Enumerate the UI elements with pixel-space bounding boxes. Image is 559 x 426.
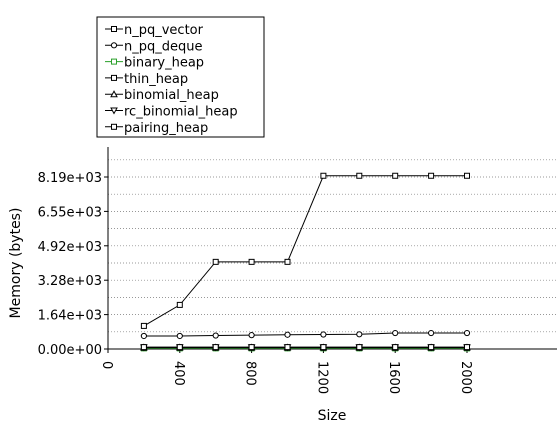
data-point xyxy=(176,344,183,351)
data-point xyxy=(212,332,219,339)
data-point xyxy=(110,107,118,115)
y-tick-label: 1.64e+03 xyxy=(38,309,102,324)
y-tick-label: 3.28e+03 xyxy=(38,274,102,289)
data-point xyxy=(463,329,471,337)
data-point xyxy=(464,172,470,179)
data-point xyxy=(212,344,219,351)
legend-item: pairing_heap xyxy=(105,121,208,136)
data-point xyxy=(284,344,291,351)
legend-item: binary_heap xyxy=(105,56,204,71)
series-line xyxy=(143,175,467,327)
data-point xyxy=(356,331,363,338)
data-point xyxy=(110,42,118,49)
legend-label: n_pq_deque xyxy=(124,39,202,54)
legend-item: binomial_heap xyxy=(105,88,219,103)
x-tick-label: 400 xyxy=(171,361,186,386)
data-point xyxy=(248,258,255,265)
legend-label: binary_heap xyxy=(124,56,204,71)
data-point xyxy=(176,301,183,308)
legend-item: thin_heap xyxy=(105,72,188,87)
data-point xyxy=(111,58,117,65)
axes xyxy=(107,147,557,350)
data-point xyxy=(392,344,399,351)
data-point xyxy=(176,332,183,340)
data-point xyxy=(320,344,327,351)
data-point xyxy=(428,329,435,337)
y-axis-label: Memory (bytes) xyxy=(8,208,24,319)
data-point xyxy=(111,26,117,32)
data-point xyxy=(111,74,117,81)
data-point xyxy=(320,172,327,179)
series-n_pq_vector xyxy=(140,172,470,329)
legend-label: n_pq_vector xyxy=(124,23,204,38)
x-tick-label: 1600 xyxy=(386,361,401,394)
y-tick-label: 0.00e+00 xyxy=(38,343,102,358)
legend-label: binomial_heap xyxy=(124,88,219,103)
legend-item: rc_binomial_heap xyxy=(105,105,238,120)
y-tick-label: 6.55e+03 xyxy=(38,205,102,220)
data-point xyxy=(392,172,399,179)
data-point xyxy=(284,331,291,338)
x-tick-label: 0 xyxy=(99,361,114,369)
data-point xyxy=(111,123,117,130)
x-tick-label: 1200 xyxy=(314,361,329,394)
legend-box xyxy=(96,16,265,138)
y-tick-label: 8.19e+03 xyxy=(38,171,102,186)
data-point xyxy=(320,331,327,338)
legend-label: rc_binomial_heap xyxy=(124,105,238,120)
series-n_pq_deque xyxy=(140,329,471,340)
legend-item: n_pq_deque xyxy=(105,39,202,54)
x-tick-label: 2000 xyxy=(458,361,473,394)
y-tick-label: 4.92e+03 xyxy=(38,240,102,255)
x-tick-label: 800 xyxy=(243,361,258,386)
x-axis-label: Size xyxy=(318,408,347,424)
data-point xyxy=(140,322,147,329)
data-point xyxy=(428,344,435,351)
series-layer xyxy=(140,172,471,352)
data-point xyxy=(428,172,435,179)
legend-label: thin_heap xyxy=(124,72,188,87)
data-point xyxy=(212,258,219,265)
data-point xyxy=(464,344,470,351)
series-pairing_heap xyxy=(140,344,470,351)
grid-lines xyxy=(108,159,557,350)
data-point xyxy=(248,344,255,351)
data-point xyxy=(248,332,255,339)
y-axis-ticks: 0.00e+00 1.64e+03 3.28e+03 4.92e+03 6.55e+03… xyxy=(38,171,108,358)
x-axis-ticks: 0 400 800 1200 1600 2000 xyxy=(99,349,473,394)
data-point xyxy=(140,332,147,340)
series-line xyxy=(143,332,467,337)
data-point xyxy=(284,258,291,265)
data-point xyxy=(110,90,118,98)
data-point xyxy=(140,344,147,351)
data-point xyxy=(392,329,399,337)
legend-label: pairing_heap xyxy=(124,121,208,136)
data-point xyxy=(356,344,363,351)
data-point xyxy=(356,172,363,179)
legend-item: n_pq_vector xyxy=(105,23,204,38)
